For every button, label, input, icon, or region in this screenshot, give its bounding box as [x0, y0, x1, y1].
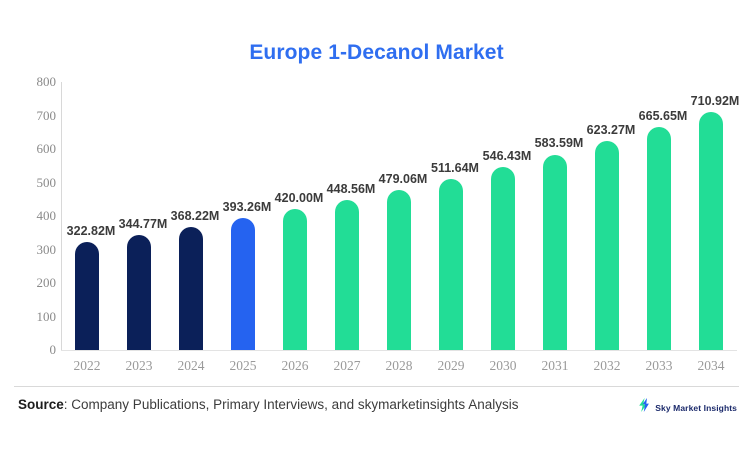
x-axis-tick: 2027 [333, 358, 361, 373]
lightning-bolt-icon [638, 398, 651, 417]
bar-column[interactable] [699, 82, 723, 350]
bar[interactable] [491, 166, 515, 350]
y-axis-line [61, 82, 62, 351]
source-note: Source: Company Publications, Primary In… [18, 397, 518, 412]
page-title: Europe 1-Decanol Market [249, 41, 504, 64]
bar[interactable] [179, 226, 203, 350]
bar[interactable] [647, 127, 671, 350]
bar-column[interactable] [179, 82, 203, 350]
bar-value-label: 420.00M [274, 191, 324, 206]
bar[interactable] [595, 141, 619, 350]
bar-value-label: 393.26M [222, 200, 272, 215]
x-axis-tick: 2032 [593, 358, 621, 373]
bar-value-label: 546.43M [482, 148, 532, 163]
x-axis-tick: 2034 [697, 358, 725, 373]
bar-column[interactable] [387, 82, 411, 350]
source-text: : Company Publications, Primary Intervie… [63, 397, 519, 412]
y-axis-tick: 800 [36, 74, 57, 89]
x-axis: 2022 2023 2024 2025 2026 2027 2028 2029 2030 2031… [61, 358, 737, 380]
plot-area: 322.82M 344.77M 368.22M 393.26M 420.00M 448.5… [61, 82, 740, 350]
bar[interactable] [699, 111, 723, 350]
bar[interactable] [543, 154, 567, 350]
y-axis-tick: 200 [36, 275, 57, 290]
x-axis-tick: 2026 [281, 358, 309, 373]
bar[interactable] [335, 199, 359, 350]
y-axis: 800 700 600 500 400 300 200 100 0 [4, 74, 57, 357]
bar-value-label: 368.22M [170, 208, 220, 223]
x-axis-tick: 2031 [541, 358, 569, 373]
bar-column[interactable] [75, 82, 99, 350]
bar-value-label: 479.06M [378, 171, 428, 186]
y-axis-tick: 300 [36, 241, 57, 257]
x-axis-tick: 2024 [177, 358, 205, 373]
x-axis-tick: 2030 [489, 358, 517, 373]
bar-value-label: 511.64M [431, 160, 479, 175]
bar-column[interactable] [543, 82, 567, 350]
bar[interactable] [387, 189, 411, 350]
x-axis-line [61, 350, 737, 351]
bar-value-label: 344.77M [118, 216, 168, 231]
bar-value-label: 623.27M [586, 123, 636, 138]
y-axis-tick: 500 [36, 174, 57, 190]
bar[interactable] [231, 218, 255, 350]
bar-value-label: 665.65M [638, 109, 688, 123]
x-axis-tick: 2025 [229, 358, 257, 373]
bar-column[interactable] [595, 82, 619, 350]
source-label: Source [18, 397, 64, 412]
brand-logo: Sky Market Insights [638, 398, 737, 417]
y-axis-tick: 0 [49, 342, 57, 357]
bar[interactable] [75, 241, 99, 350]
bar-value-label: 322.82M [66, 223, 116, 238]
bar-column[interactable] [335, 82, 359, 350]
bar-column[interactable] [491, 82, 515, 350]
bar-column[interactable] [439, 82, 463, 350]
bar-column[interactable] [231, 82, 255, 350]
bar[interactable] [439, 178, 463, 350]
bar[interactable] [127, 234, 151, 350]
bar-value-label: 448.56M [326, 181, 376, 196]
bar-column[interactable] [647, 82, 671, 350]
y-axis-tick: 600 [36, 141, 57, 156]
bar[interactable] [283, 209, 307, 350]
footer-divider [14, 386, 739, 387]
x-axis-tick: 2023 [125, 358, 153, 373]
bar-value-label: 710.92M [690, 93, 740, 108]
y-axis-tick: 400 [36, 208, 57, 223]
logo-text: Sky Market Insights [655, 402, 737, 413]
y-axis-tick: 700 [36, 107, 57, 123]
bar-column[interactable] [127, 82, 151, 350]
x-axis-tick: 2028 [385, 358, 413, 373]
bar-column[interactable] [283, 82, 307, 350]
bar-value-label: 583.59M [534, 136, 584, 151]
y-axis-tick: 100 [36, 308, 57, 324]
x-axis-tick: 2029 [437, 358, 465, 373]
x-axis-tick: 2022 [73, 358, 101, 373]
x-axis-tick: 2033 [645, 358, 673, 373]
